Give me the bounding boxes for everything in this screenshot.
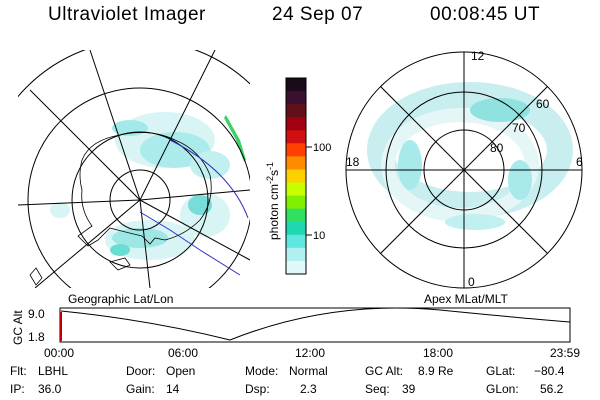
time-tick-0: 00:00	[44, 346, 74, 360]
time-label: 00:08:45 UT	[430, 4, 541, 25]
alt-tick-1: 1.8	[28, 330, 45, 344]
colorbar-swatch	[286, 78, 306, 92]
glat-label: GLat:	[486, 364, 516, 378]
ip-value: 36.0	[38, 382, 62, 396]
mlt-label-12: 12	[471, 49, 485, 63]
gc-alt-axis-label: GC Alt	[11, 310, 25, 345]
date-label: 24 Sep 07	[272, 4, 364, 25]
colorbar: 100 10 photon cm-2s-1	[265, 77, 331, 275]
colorbar-swatch	[286, 195, 306, 210]
mlat-label-70: 70	[512, 121, 526, 135]
gcalt-value: 8.9 Re	[418, 364, 454, 378]
magnetic-polar-plot: 12 18 6 0 60 70 80	[345, 49, 583, 289]
mlat-label-60: 60	[536, 97, 550, 111]
gain-label: Gain:	[126, 382, 155, 396]
mode-label: Mode:	[245, 364, 279, 378]
dsp-value: 2.3	[300, 382, 317, 396]
door-value: Open	[166, 364, 196, 378]
filter-value: LBHL	[38, 364, 69, 378]
glat-value: −80.4	[534, 364, 565, 378]
mlat-label-80: 80	[490, 141, 504, 155]
colorbar-swatch	[286, 104, 306, 118]
colorbar-swatch	[286, 156, 306, 170]
altitude-strip: GC Alt 9.0 1.8 00:00 06:00 12:00 18:00 2…	[11, 307, 580, 360]
time-tick-3: 18:00	[423, 346, 453, 360]
colorbar-swatch	[286, 182, 306, 197]
glon-value: 56.2	[540, 382, 564, 396]
gcalt-label: GC Alt:	[365, 364, 404, 378]
ip-label: IP:	[10, 382, 25, 396]
seq-value: 39	[402, 382, 416, 396]
dsp-label: Dsp:	[245, 382, 270, 396]
geographic-map	[18, 50, 250, 288]
seq-label: Seq:	[365, 382, 390, 396]
colorbar-swatch	[286, 247, 306, 262]
instrument-title: Ultraviolet Imager	[48, 4, 206, 25]
mode-value: Normal	[289, 364, 328, 378]
colorbar-swatch	[286, 234, 306, 249]
time-tick-1: 06:00	[168, 346, 198, 360]
gain-value: 14	[166, 382, 180, 396]
colorbar-swatch	[286, 130, 306, 144]
left-panel-label: Geographic Lat/Lon	[68, 292, 173, 306]
colorbar-unit-label: photon cm-2s-1	[265, 162, 281, 240]
colorbar-swatch	[286, 169, 306, 184]
alt-tick-9: 9.0	[28, 307, 45, 321]
colorbar-swatch	[286, 143, 306, 157]
colorbar-swatch	[286, 91, 306, 105]
colorbar-swatch	[286, 260, 306, 275]
colorbar-swatch	[286, 208, 306, 223]
mlt-label-0: 0	[468, 275, 475, 289]
coastline	[77, 132, 212, 247]
mlt-label-6: 6	[576, 155, 583, 169]
right-panel-label: Apex MLat/MLT	[424, 292, 508, 306]
mlt-label-18: 18	[346, 155, 360, 169]
colorbar-tick-100: 100	[313, 142, 331, 154]
time-tick-2: 12:00	[295, 346, 325, 360]
colorbar-swatch	[286, 117, 306, 131]
glon-label: GLon:	[486, 382, 519, 396]
time-tick-4: 23:59	[550, 346, 580, 360]
colorbar-swatch	[286, 221, 306, 236]
colorbar-tick-10: 10	[313, 230, 325, 242]
filter-label: Flt:	[10, 364, 27, 378]
door-label: Door:	[126, 364, 156, 378]
aurora-emission-left	[50, 112, 246, 260]
